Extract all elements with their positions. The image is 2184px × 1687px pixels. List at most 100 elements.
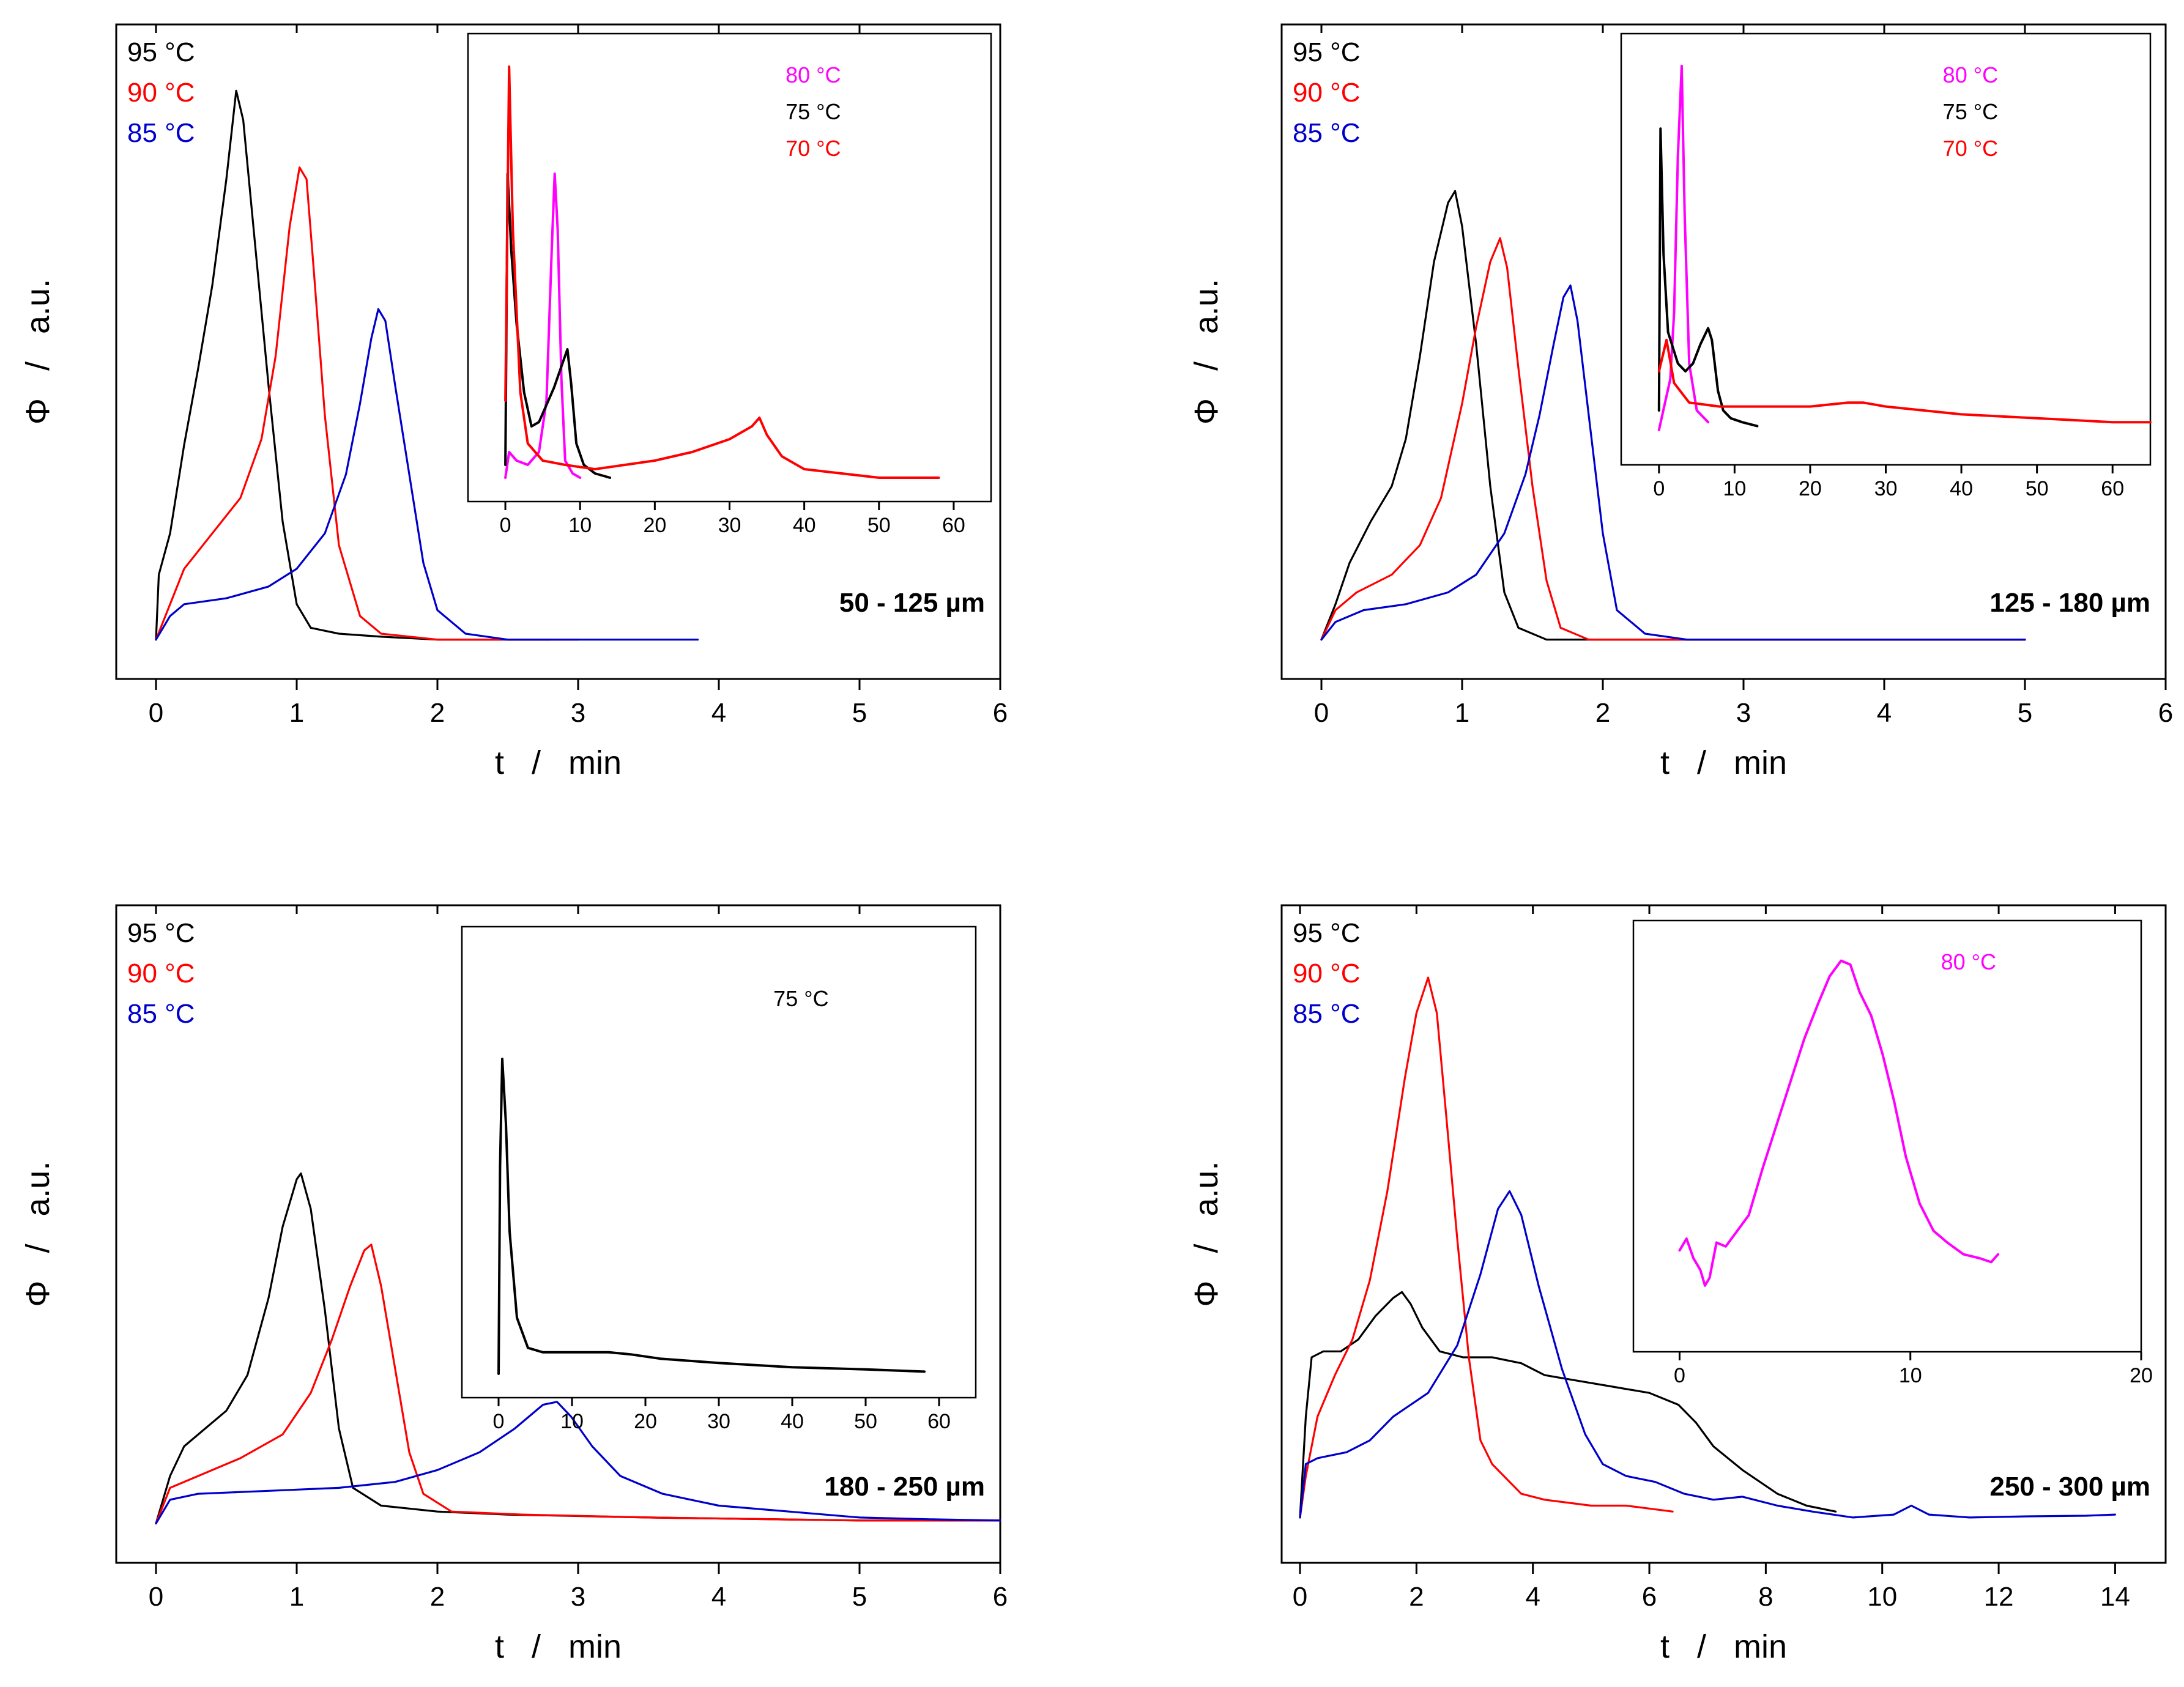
inset-series-line-2 [504, 172, 612, 479]
series-line-1 [1299, 1291, 1837, 1519]
inset-x-tick-label: 30 [718, 514, 741, 537]
y-axis-label: Φ / a.u. [20, 279, 56, 425]
x-tick-label: 0 [1293, 1582, 1307, 1612]
inset-x-tick-label: 10 [1723, 477, 1746, 500]
x-tick-label: 0 [1314, 698, 1329, 728]
inset-legend-item: 75 °C [786, 99, 841, 124]
inset-x-tick-label: 50 [867, 514, 891, 537]
series-line-2 [155, 166, 579, 641]
x-axis-label: t / min [1660, 744, 1787, 781]
series-line-2 [1320, 237, 2026, 641]
inset-legend-item: 70 °C [786, 136, 841, 161]
series-line-3 [1299, 1190, 2116, 1519]
x-tick-label: 3 [1736, 698, 1751, 728]
legend-item: 95 °C [1293, 918, 1361, 948]
x-tick-label: 5 [2018, 698, 2032, 728]
x-tick-label: 6 [993, 698, 1008, 728]
particle-size-label: 250 - 300 µm [1989, 1472, 2150, 1502]
legend-item: 90 °C [1293, 78, 1361, 108]
inset-series-line-2 [1657, 127, 1759, 428]
particle-size-label: 125 - 180 µm [1989, 588, 2150, 618]
inset-series-line-3 [1657, 338, 2152, 424]
series-line-2 [155, 1244, 1001, 1525]
series-line-3 [155, 1401, 1001, 1525]
x-tick-label: 14 [2100, 1582, 2130, 1612]
x-tick-label: 2 [430, 698, 445, 728]
x-tick-label: 3 [571, 1582, 585, 1612]
inset-x-tick-label: 0 [1653, 477, 1665, 500]
inset-x-tick-label: 50 [854, 1410, 877, 1433]
series-line-3 [1320, 284, 2026, 641]
x-tick-label: 4 [711, 698, 726, 728]
inset-x-tick-label: 20 [1799, 477, 1822, 500]
inset-series-line-1 [504, 172, 582, 479]
inset-x-tick-label: 40 [793, 514, 816, 537]
inset-x-tick-label: 0 [1674, 1364, 1685, 1387]
inset-x-tick-label: 30 [1874, 477, 1898, 500]
x-tick-label: 1 [1455, 698, 1469, 728]
series-line-3 [155, 308, 699, 641]
legend-item: 95 °C [1293, 37, 1361, 67]
x-axis-label: t / min [495, 1628, 622, 1665]
plot-frame [1280, 23, 2167, 680]
inset-x-tick-label: 60 [942, 514, 965, 537]
inset-chart: 0 10 20 30 40 50 60 80 °C 75 °C 70 °C [467, 32, 992, 537]
x-tick-label: 6 [993, 1582, 1008, 1612]
inset-x-tick-label: 10 [560, 1410, 584, 1433]
x-tick-label: 1 [289, 698, 304, 728]
legend-item: 85 °C [1293, 999, 1361, 1029]
legend-item: 90 °C [127, 78, 195, 108]
plot-frame [115, 23, 1001, 680]
x-tick-label: 12 [1984, 1582, 2014, 1612]
particle-size-label: 50 - 125 µm [839, 588, 985, 618]
y-axis-label: Φ / a.u. [1188, 1161, 1225, 1307]
inset-series-line-1 [1678, 959, 2000, 1287]
x-tick-label: 4 [1525, 1582, 1540, 1612]
x-tick-label: 8 [1758, 1582, 1773, 1612]
inset-frame [467, 32, 992, 503]
legend-item: 85 °C [127, 118, 195, 148]
inset-x-tick-label: 20 [2130, 1364, 2153, 1387]
y-axis-label: Φ / a.u. [20, 1161, 56, 1307]
inset-chart: 0 10 20 30 40 50 60 80 °C 75 °C 70 °C [1620, 32, 2152, 500]
legend-item: 95 °C [127, 918, 195, 948]
inset-x-tick-label: 40 [781, 1410, 804, 1433]
inset-x-tick-label: 50 [2026, 477, 2049, 500]
x-tick-label: 1 [289, 1582, 304, 1612]
legend-item: 95 °C [127, 37, 195, 67]
chart-panel-3: 0 1 2 3 4 5 6 t / min Φ / a.u. 95 °C 90 °C 85 °C 180… [20, 904, 1008, 1665]
x-tick-label: 0 [149, 698, 163, 728]
inset-series-line-3 [504, 65, 940, 479]
y-axis-label: Φ / a.u. [1188, 279, 1225, 425]
x-tick-label: 4 [711, 1582, 726, 1612]
legend-item: 90 °C [127, 958, 195, 988]
x-tick-label: 6 [1642, 1582, 1657, 1612]
inset-legend-item: 80 °C [1941, 949, 1996, 974]
inset-x-tick-label: 10 [1899, 1364, 1922, 1387]
x-tick-label: 10 [1867, 1582, 1897, 1612]
inset-legend-item: 80 °C [1943, 62, 1998, 87]
inset-x-tick-label: 20 [643, 514, 666, 537]
x-tick-label: 2 [1409, 1582, 1424, 1612]
x-axis-label: t / min [495, 744, 622, 781]
inset-legend-item: 70 °C [1943, 136, 1998, 161]
inset-frame [461, 925, 977, 1399]
inset-x-tick-label: 0 [493, 1410, 505, 1433]
inset-x-tick-label: 30 [707, 1410, 730, 1433]
x-tick-label: 4 [1877, 698, 1892, 728]
x-tick-label: 6 [2158, 698, 2173, 728]
inset-chart: 0 10 20 80 °C [1632, 919, 2153, 1387]
series-line-2 [1299, 976, 1674, 1519]
legend-item: 90 °C [1293, 958, 1361, 988]
inset-x-tick-label: 0 [500, 514, 511, 537]
inset-legend-item: 80 °C [786, 62, 841, 87]
inset-legend-item: 75 °C [1943, 99, 1998, 124]
inset-frame [1620, 32, 2152, 466]
inset-x-tick-label: 20 [634, 1410, 657, 1433]
x-tick-label: 2 [1595, 698, 1610, 728]
inset-x-tick-label: 60 [927, 1410, 951, 1433]
inset-x-tick-label: 10 [568, 514, 592, 537]
plot-frame [1280, 904, 2167, 1564]
inset-x-tick-label: 40 [1950, 477, 1973, 500]
